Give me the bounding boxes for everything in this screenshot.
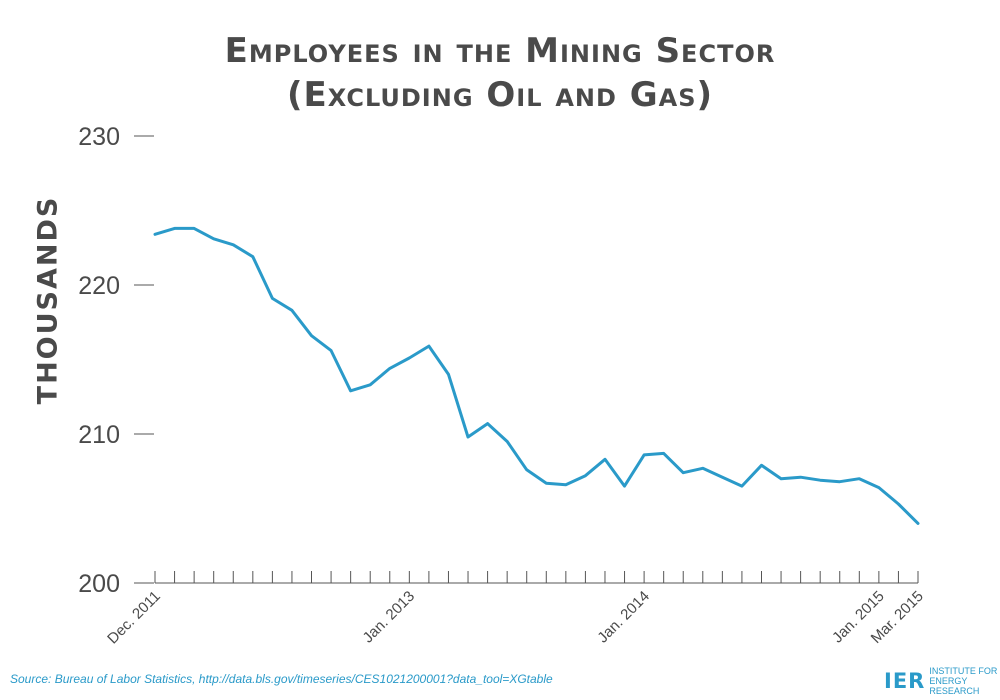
data-point bbox=[701, 467, 704, 470]
data-point bbox=[173, 227, 176, 230]
data-point bbox=[838, 480, 841, 483]
data-point bbox=[799, 476, 802, 479]
data-point bbox=[916, 522, 920, 525]
data-point bbox=[564, 483, 568, 486]
data-point bbox=[369, 383, 372, 387]
x-axis: Dec. 2011 Jan. 2013 Jan. 2014 Jan. 2015Mar.… bbox=[104, 571, 927, 647]
data-point bbox=[545, 481, 548, 485]
data-point bbox=[212, 237, 215, 241]
logo-text: INSTITUTE FOR ENERGY RESEARCH bbox=[929, 666, 1000, 696]
data-point bbox=[818, 478, 822, 482]
y-tick-label: 220 bbox=[78, 272, 120, 300]
data-point bbox=[427, 344, 431, 348]
x-tick-label: Jan. 2014 bbox=[594, 588, 653, 647]
logo-mark: IER bbox=[884, 669, 926, 693]
data-point bbox=[153, 233, 157, 236]
data-point bbox=[603, 458, 607, 461]
data-point bbox=[760, 464, 763, 467]
chart-subtitle: (Excluding Oil and Gas) bbox=[286, 75, 714, 115]
data-point bbox=[329, 349, 333, 352]
data-point bbox=[505, 440, 509, 443]
data-point bbox=[897, 502, 900, 506]
data-point bbox=[740, 484, 744, 488]
data-point bbox=[662, 452, 665, 455]
series-line bbox=[153, 226, 920, 525]
data-point bbox=[447, 373, 450, 376]
x-tick-label: Jan. 2013 bbox=[360, 588, 419, 647]
data-point bbox=[349, 389, 352, 392]
data-point bbox=[584, 474, 587, 477]
y-axis: 200 210 220 230 bbox=[78, 123, 154, 598]
series-employees bbox=[153, 226, 920, 525]
y-tick-label: 200 bbox=[78, 570, 120, 598]
data-point bbox=[721, 476, 724, 479]
data-point bbox=[642, 453, 646, 457]
data-point bbox=[486, 422, 489, 425]
ier-logo: IER INSTITUTE FOR ENERGY RESEARCH bbox=[884, 666, 1000, 696]
data-point bbox=[290, 309, 294, 312]
y-tick-label: 210 bbox=[78, 421, 120, 449]
data-point bbox=[525, 468, 528, 471]
data-point bbox=[858, 477, 861, 480]
y-tick-label: 230 bbox=[78, 123, 120, 151]
chart-title: Employees in the Mining Sector bbox=[224, 31, 776, 71]
data-point bbox=[310, 334, 313, 337]
data-point bbox=[232, 243, 235, 246]
data-point bbox=[779, 477, 783, 480]
data-point bbox=[251, 255, 255, 258]
data-point bbox=[408, 356, 411, 360]
data-point bbox=[877, 486, 881, 489]
data-point bbox=[682, 471, 685, 474]
data-point bbox=[623, 484, 626, 488]
data-point bbox=[271, 297, 274, 300]
data-point bbox=[388, 367, 391, 370]
logo-line-2: ENERGY RESEARCH bbox=[929, 676, 980, 696]
data-point bbox=[192, 227, 196, 230]
logo-line-1: INSTITUTE FOR bbox=[929, 666, 998, 676]
source-note: Source: Bureau of Labor Statistics, http… bbox=[10, 672, 553, 686]
data-point bbox=[466, 435, 470, 439]
